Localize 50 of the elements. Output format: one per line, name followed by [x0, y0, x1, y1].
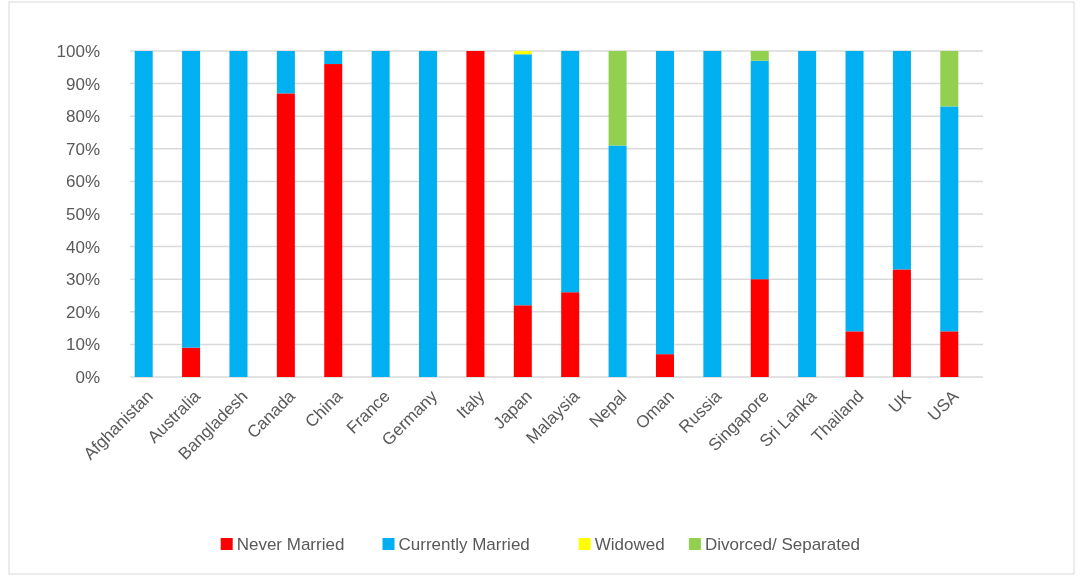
bar [513, 51, 532, 55]
bar [750, 279, 769, 377]
bar [608, 51, 627, 146]
bar [845, 331, 864, 377]
bar [608, 145, 627, 377]
y-tick-label: 60% [65, 172, 100, 192]
bar [892, 269, 911, 377]
y-tick-label: 80% [65, 107, 100, 127]
bar [229, 51, 248, 377]
bar [513, 54, 532, 306]
bar [182, 51, 201, 348]
y-tick-label: 40% [65, 237, 100, 257]
y-tick-label: 0% [75, 367, 100, 387]
x-tick-label: Italy [452, 386, 489, 423]
y-tick-label: 20% [65, 302, 100, 322]
bar [182, 347, 201, 377]
y-tick-label: 50% [65, 204, 100, 224]
bar [655, 51, 674, 355]
bar [324, 64, 343, 377]
y-tick-label: 10% [65, 335, 100, 355]
bar [845, 51, 864, 332]
bar [561, 292, 580, 377]
bar [276, 51, 295, 94]
x-tick-label: UK [884, 386, 916, 417]
bar [513, 305, 532, 377]
legend-label: Never Married [236, 534, 345, 554]
bar [466, 51, 485, 377]
legend-label: Currently Married [398, 534, 530, 554]
x-tick-label: USA [924, 386, 963, 425]
legend-label: Widowed [594, 534, 665, 554]
y-tick-label: 70% [65, 139, 100, 159]
bar [276, 93, 295, 377]
legend-label: Divorced/ Separated [704, 534, 860, 554]
bar [798, 51, 817, 377]
bar [371, 51, 390, 377]
bar [750, 51, 769, 61]
bar [561, 51, 580, 293]
y-tick-label: 30% [65, 270, 100, 290]
bar [940, 51, 959, 107]
y-tick-label: 100% [56, 41, 100, 61]
bar [750, 60, 769, 280]
bar [703, 51, 722, 377]
y-tick-label: 90% [65, 74, 100, 94]
bar [134, 51, 153, 377]
bar [940, 106, 959, 332]
bar [324, 51, 343, 65]
bar [892, 51, 911, 270]
bar [419, 51, 438, 377]
bar [655, 354, 674, 377]
bar [940, 331, 959, 377]
